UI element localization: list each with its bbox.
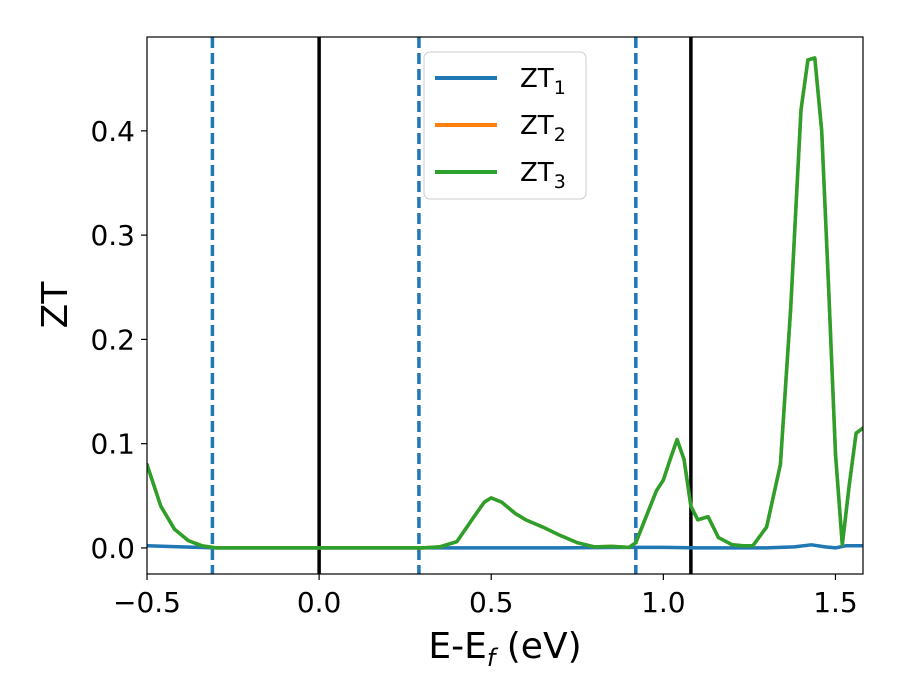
x-axis-title-unit: (eV) [495,626,581,667]
y-tick-label: 0.3 [90,219,135,252]
reference-lines [210,37,693,574]
x-tick-label: 0.0 [297,586,342,619]
y-tick-label: 0.2 [90,323,135,356]
x-axis-title: E-Ef (eV) [428,626,581,672]
series-line-3 [147,56,863,550]
legend-label-2: ZT2 [520,111,566,146]
legend-label-3: ZT3 [520,158,566,193]
x-axis-ticks: −0.5 0.0 0.5 1.0 1.5 [113,574,858,619]
legend-box [423,51,587,200]
x-tick-label: 0.5 [469,586,514,619]
x-tick-label: 1.0 [641,586,686,619]
y-tick-label: 0.4 [90,115,135,148]
legend: ZT1 ZT2 ZT3 [423,51,587,200]
y-axis-ticks: 0.0 0.1 0.2 0.3 0.4 [90,115,147,565]
x-tick-label: −0.5 [113,586,181,619]
plot-frame [146,36,864,575]
y-axis-title: ZT [35,281,76,329]
series-lines [147,56,863,550]
y-tick-label: 0.0 [90,532,135,565]
y-tick-label: 0.1 [90,428,135,461]
legend-label-1: ZT1 [520,64,566,99]
x-tick-label: 1.5 [813,586,858,619]
